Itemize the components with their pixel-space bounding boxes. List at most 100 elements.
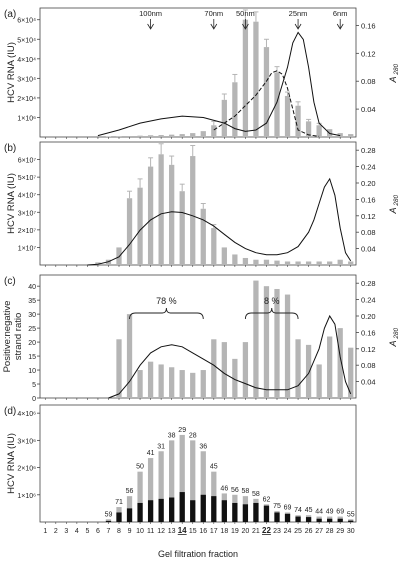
bar bbox=[253, 21, 259, 138]
bar bbox=[274, 72, 280, 137]
y-tick-label: 1×10⁶ bbox=[17, 115, 36, 122]
a280-curve bbox=[108, 314, 352, 399]
a280-curve bbox=[87, 177, 352, 266]
bar bbox=[211, 125, 217, 137]
bar bbox=[337, 259, 343, 265]
y-tick-label: 10 bbox=[28, 368, 36, 375]
bar bbox=[316, 364, 322, 398]
bar bbox=[295, 339, 301, 398]
x-axis-label: Gel filtration fraction bbox=[158, 549, 238, 559]
bar-positive bbox=[147, 500, 154, 522]
x-tick-label: 21 bbox=[252, 528, 260, 535]
bar bbox=[158, 364, 164, 398]
bar bbox=[221, 99, 227, 137]
x-tick-label: 3 bbox=[64, 528, 68, 535]
bar-value-label: 38 bbox=[168, 432, 176, 439]
y-tick-label: 4×10⁴ bbox=[17, 57, 36, 64]
bar bbox=[232, 358, 238, 398]
x-tick-label: 30 bbox=[347, 528, 355, 535]
bar-value-label: 28 bbox=[189, 432, 197, 439]
bar bbox=[253, 259, 259, 265]
a280-curve bbox=[97, 31, 341, 137]
y-tick-label: 2×10⁷ bbox=[18, 228, 37, 235]
x-tick-label: 20 bbox=[242, 528, 250, 535]
bar-value-label: 41 bbox=[147, 450, 155, 457]
plot-frame bbox=[39, 274, 357, 399]
bar bbox=[348, 134, 354, 137]
bar bbox=[284, 261, 291, 265]
bar-value-label: 58 bbox=[252, 491, 260, 498]
bar bbox=[200, 208, 206, 265]
y2-tick-label: 0.20 bbox=[361, 312, 376, 321]
bar bbox=[190, 156, 196, 265]
x-tick-label: 7 bbox=[107, 528, 111, 535]
y-tick-label: 3×10⁴ bbox=[17, 76, 36, 83]
bar bbox=[126, 136, 133, 137]
bar-value-label: 69 bbox=[284, 504, 292, 511]
bar bbox=[105, 259, 112, 265]
y2-tick-label: 0.16 bbox=[361, 328, 376, 337]
x-tick-label: 8 bbox=[117, 528, 121, 535]
bar bbox=[137, 135, 143, 137]
bar bbox=[179, 370, 185, 398]
bar-positive bbox=[190, 500, 196, 522]
y-tick-label: 4×10⁷ bbox=[18, 193, 37, 200]
bar-positive bbox=[200, 494, 206, 522]
bar bbox=[295, 261, 301, 265]
y2-tick-label: 0.04 bbox=[361, 378, 376, 387]
plot-frame bbox=[39, 7, 357, 138]
bar-positive bbox=[242, 504, 249, 522]
bar bbox=[242, 257, 249, 265]
bar bbox=[169, 164, 175, 265]
bar-value-label: 59 bbox=[105, 511, 113, 518]
y-tick-label: 30 bbox=[28, 312, 36, 319]
y2-tick-label: 0.20 bbox=[361, 179, 376, 188]
size-marker-arrowhead bbox=[210, 23, 218, 30]
bar-positive bbox=[253, 502, 259, 522]
y2-tick-label: 0.28 bbox=[361, 146, 376, 155]
bar-total bbox=[190, 440, 196, 522]
x-tick-label: 24 bbox=[284, 528, 292, 535]
x-tick-label: 14 bbox=[178, 526, 187, 535]
size-marker-arrowhead bbox=[147, 23, 154, 30]
x-tick-label: 12 bbox=[157, 528, 165, 535]
bracket bbox=[244, 307, 299, 320]
plot-frame bbox=[39, 404, 357, 523]
y-tick-label: 1×10⁶ bbox=[17, 493, 36, 500]
bar bbox=[316, 125, 322, 137]
y2-tick-label: 0.04 bbox=[361, 105, 376, 114]
bar bbox=[211, 339, 217, 398]
x-tick-label: 25 bbox=[294, 528, 302, 535]
bar-total bbox=[158, 451, 164, 522]
bar-positive bbox=[284, 513, 291, 522]
y-tick-label: 6×10⁷ bbox=[18, 158, 37, 165]
panel-label: (d) bbox=[4, 406, 16, 417]
size-marker-arrowhead bbox=[294, 23, 302, 30]
bar bbox=[242, 342, 249, 398]
y-tick-label: 5×10⁴ bbox=[17, 37, 36, 44]
bar-total bbox=[179, 434, 185, 522]
y-tick-label: 5×10⁷ bbox=[18, 175, 37, 182]
x-tick-label: 1 bbox=[43, 528, 47, 535]
bar bbox=[158, 154, 164, 265]
y2-tick-label: 0.08 bbox=[361, 361, 376, 370]
bar-positive bbox=[337, 518, 343, 522]
bar-value-label: 58 bbox=[242, 488, 250, 495]
bar bbox=[327, 261, 333, 265]
bar-value-label: 46 bbox=[220, 485, 228, 492]
bar-positive bbox=[211, 496, 217, 522]
y-axis-label: HCV RNA (IU) bbox=[6, 42, 17, 103]
bar bbox=[274, 288, 280, 398]
y2-tick-label: 0.28 bbox=[361, 279, 376, 288]
panel-label: (b) bbox=[4, 143, 16, 154]
y2-tick-label: 0.12 bbox=[361, 212, 376, 221]
panel-3: (c) Positive:negativestrand ratio 0 5 10 15 20… bbox=[2, 274, 400, 403]
y2-tick-label: 0.16 bbox=[361, 21, 376, 30]
bar-value-label: 56 bbox=[126, 488, 134, 495]
y-tick-label: 2×10⁴ bbox=[17, 96, 36, 103]
bar-positive bbox=[116, 512, 122, 522]
a280-curve bbox=[213, 70, 320, 137]
bar-value-label: 44 bbox=[315, 509, 323, 516]
x-tick-label: 5 bbox=[85, 528, 89, 535]
